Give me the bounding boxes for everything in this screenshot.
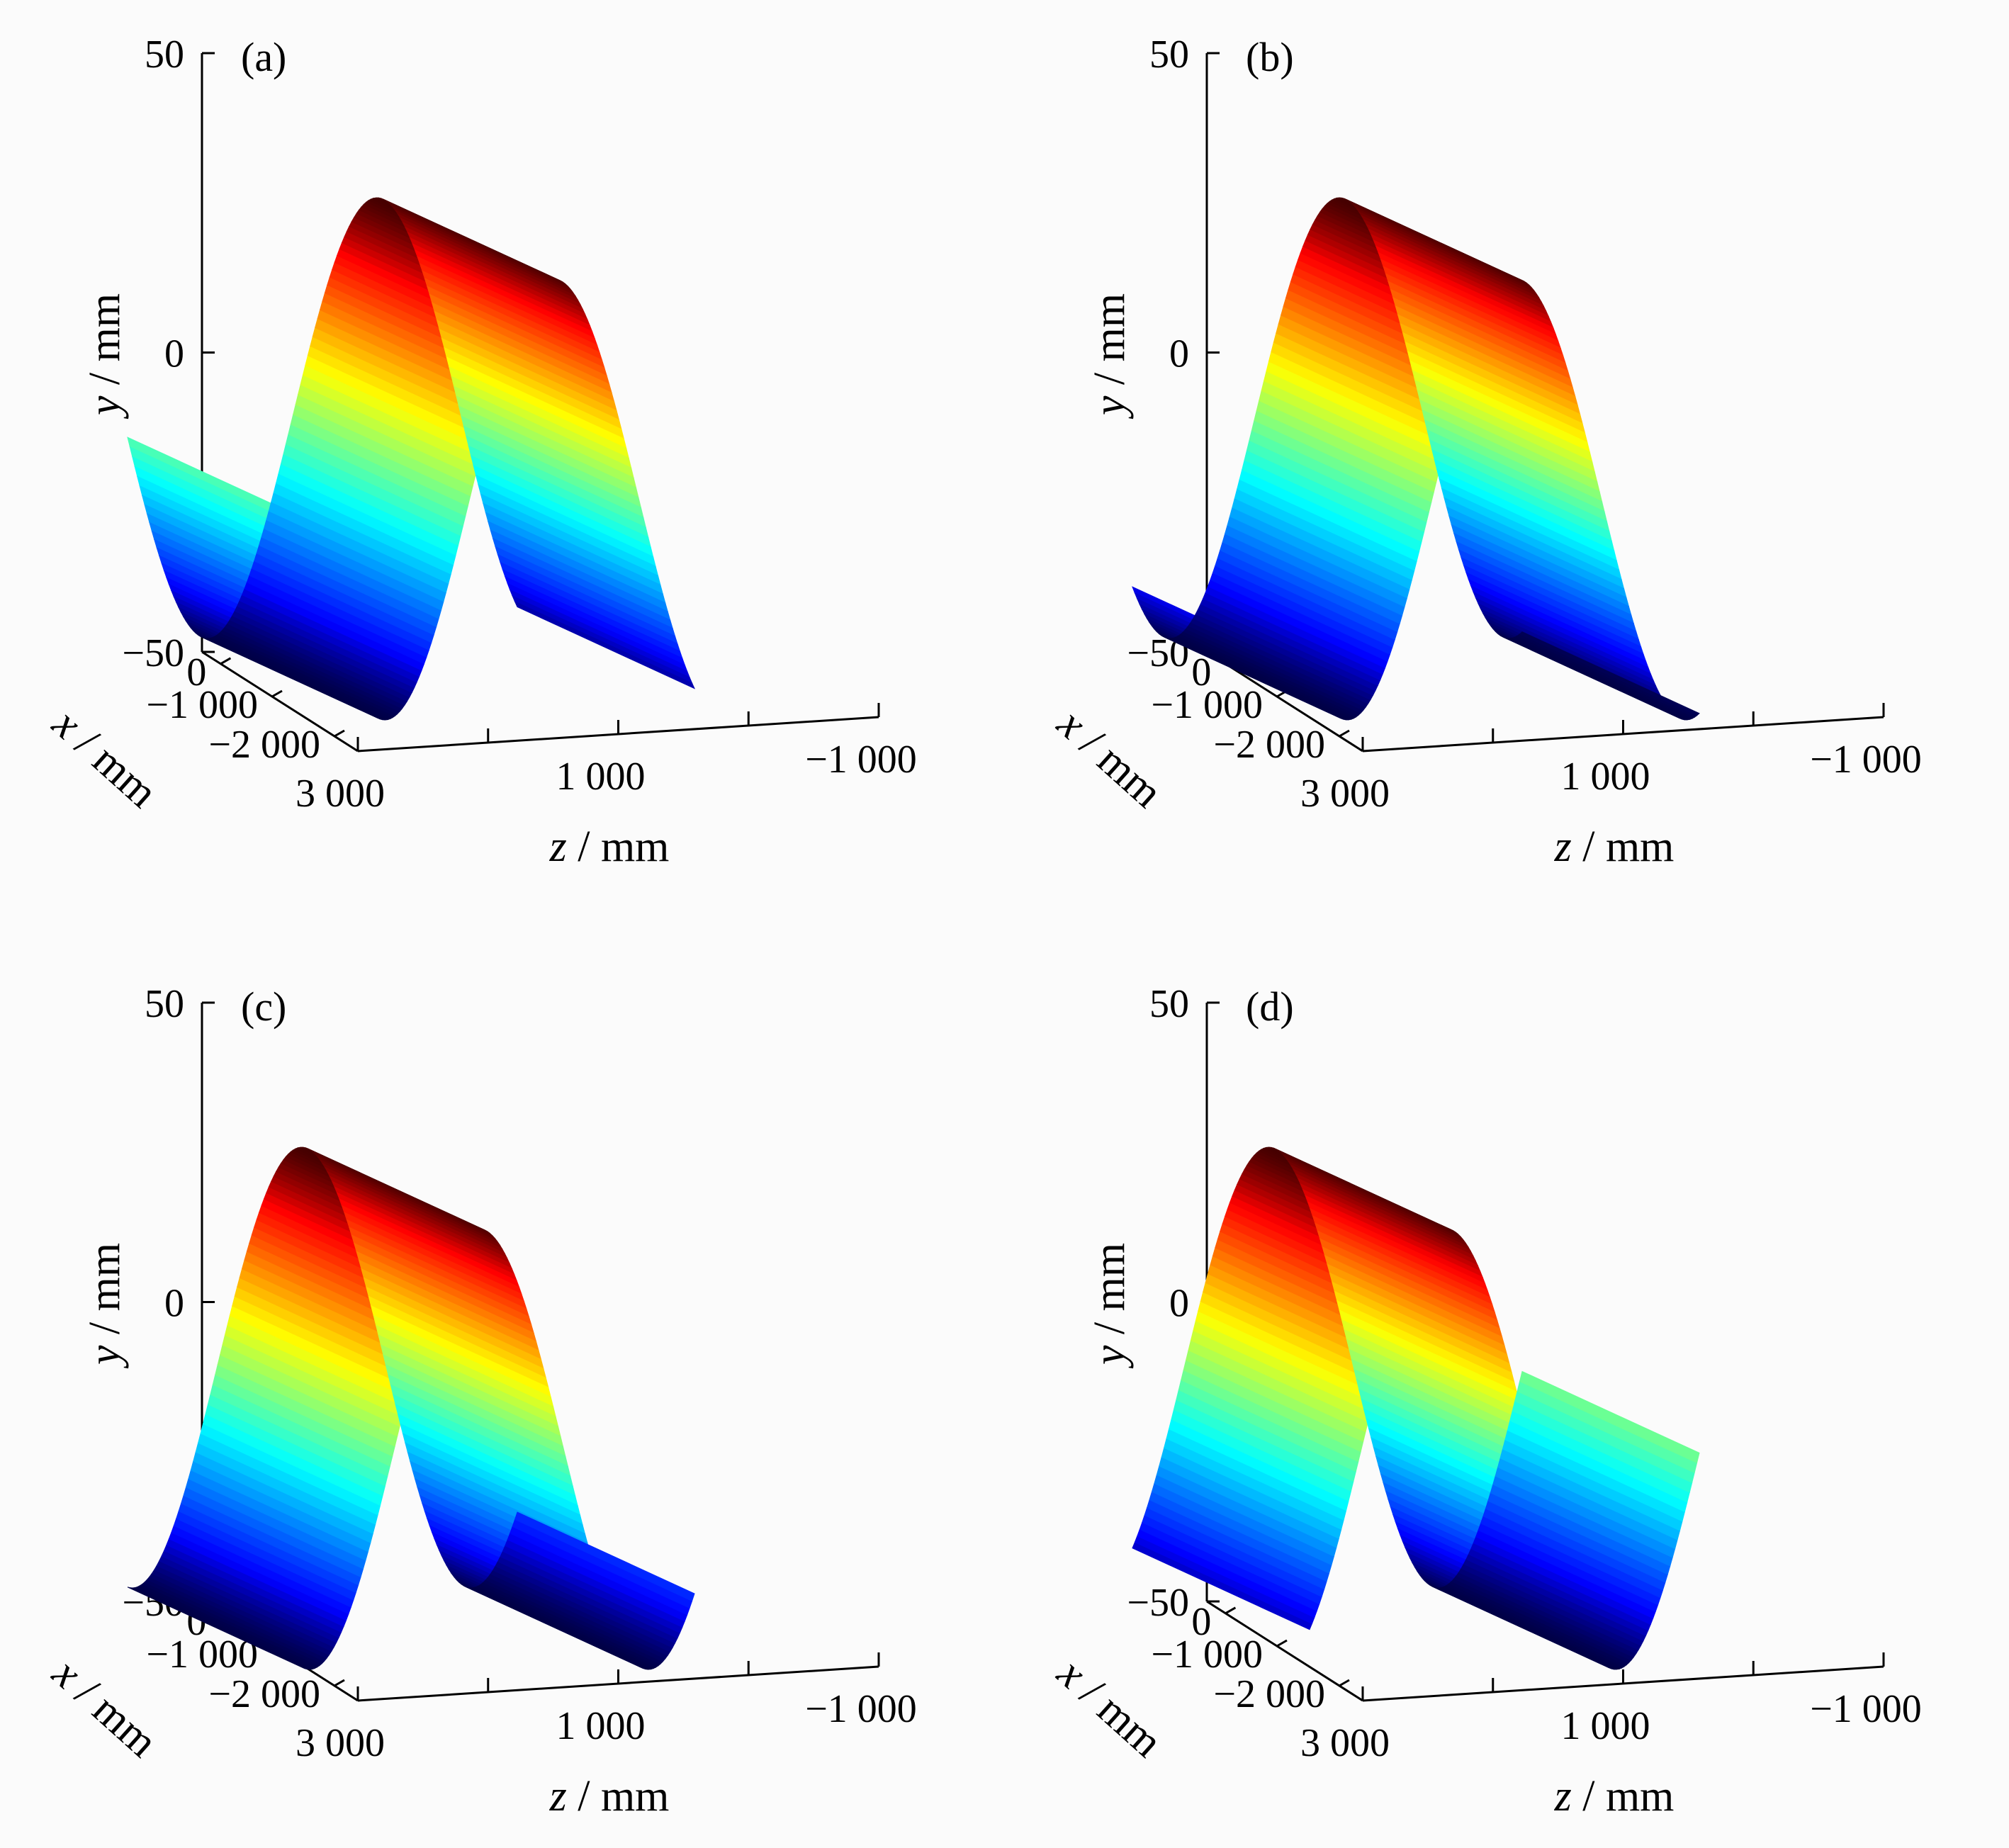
z-tick-label: −1 000 bbox=[1810, 738, 1922, 782]
y-axis-label-unit: / mm bbox=[81, 293, 129, 396]
x-tick-label: −2 000 bbox=[1213, 1672, 1325, 1716]
z-axis-label-unit: / mm bbox=[567, 823, 670, 871]
y-axis-label-var: y bbox=[81, 395, 129, 419]
z-axis-label-unit: / mm bbox=[1572, 1772, 1675, 1820]
z-tick-label: 3 000 bbox=[1300, 772, 1390, 816]
panel-label: (d) bbox=[1246, 984, 1294, 1030]
x-tick bbox=[334, 729, 345, 738]
x-tick-label: −1 000 bbox=[146, 1633, 258, 1677]
x-tick bbox=[271, 689, 283, 698]
y-axis-label-unit: / mm bbox=[1086, 1243, 1134, 1346]
z-tick-label: 1 000 bbox=[556, 755, 646, 799]
surface bbox=[1132, 1146, 1700, 1670]
y-axis-label-var: y bbox=[1086, 1345, 1134, 1369]
z-axis-label-var: z bbox=[549, 823, 567, 871]
y-axis-label-unit: / mm bbox=[1086, 293, 1134, 396]
y-axis-label: y / mm bbox=[1086, 293, 1134, 419]
y-tick-label: 50 bbox=[1149, 982, 1189, 1026]
y-tick-label: 0 bbox=[164, 1282, 184, 1326]
z-tick-label: 1 000 bbox=[1561, 755, 1650, 799]
z-tick-label: 3 000 bbox=[296, 1721, 385, 1765]
x-tick bbox=[1339, 1679, 1350, 1687]
y-tick-label: 0 bbox=[1169, 1282, 1189, 1326]
z-axis-label-var: z bbox=[1554, 1772, 1572, 1820]
z-tick-label: 3 000 bbox=[296, 772, 385, 816]
y-tick-label: 50 bbox=[145, 33, 184, 77]
y-axis-label-var: y bbox=[81, 1345, 129, 1369]
z-axis-label-var: z bbox=[549, 1772, 567, 1820]
y-axis-label: y / mm bbox=[81, 1243, 129, 1369]
surface-strip bbox=[1519, 1370, 1700, 1464]
x-axis-line bbox=[1206, 1600, 1363, 1702]
z-axis-label: z / mm bbox=[549, 823, 670, 871]
y-axis-label: y / mm bbox=[81, 293, 129, 419]
surface bbox=[127, 1146, 695, 1670]
z-tick-label: −1 000 bbox=[805, 1687, 917, 1731]
z-axis-label-var: z bbox=[1554, 823, 1572, 871]
panel-label: (a) bbox=[241, 34, 286, 80]
x-tick bbox=[1339, 729, 1350, 738]
surface-strip bbox=[1519, 631, 1700, 716]
x-axis-line bbox=[201, 650, 359, 753]
x-tick-label: −1 000 bbox=[1151, 1633, 1263, 1677]
x-tick bbox=[220, 657, 232, 665]
z-axis-label: z / mm bbox=[1554, 1772, 1675, 1820]
y-tick-label: 50 bbox=[145, 982, 184, 1026]
y-tick-label: 0 bbox=[1169, 332, 1189, 376]
x-tick-label: −1 000 bbox=[1151, 683, 1263, 727]
x-tick bbox=[334, 1679, 345, 1687]
surface bbox=[1132, 197, 1700, 721]
x-tick-label: −2 000 bbox=[208, 723, 320, 767]
z-tick-label: 3 000 bbox=[1300, 1721, 1390, 1765]
x-tick bbox=[1276, 1639, 1288, 1647]
x-tick-label: 0 bbox=[1191, 1600, 1211, 1644]
z-tick-label: 1 000 bbox=[556, 1704, 646, 1748]
x-tick bbox=[1225, 1606, 1237, 1615]
z-axis-label-unit: / mm bbox=[1572, 823, 1675, 871]
z-tick-label: −1 000 bbox=[805, 738, 917, 782]
surface-strip bbox=[514, 1511, 695, 1602]
y-tick-label: −50 bbox=[122, 631, 184, 675]
x-tick-label: −2 000 bbox=[1213, 723, 1325, 767]
panel-label: (c) bbox=[241, 984, 286, 1030]
y-tick-label: −50 bbox=[1127, 1581, 1189, 1625]
surface bbox=[127, 197, 696, 721]
x-tick-label: −1 000 bbox=[146, 683, 258, 727]
surface-strip bbox=[514, 601, 696, 689]
z-tick-label: 1 000 bbox=[1561, 1704, 1650, 1748]
y-axis-label: y / mm bbox=[1086, 1243, 1134, 1369]
z-axis-label: z / mm bbox=[1554, 823, 1675, 871]
z-axis-label-unit: / mm bbox=[567, 1772, 670, 1820]
panel-label: (b) bbox=[1246, 34, 1294, 80]
y-axis-label-var: y bbox=[1086, 395, 1134, 419]
z-tick-label: −1 000 bbox=[1810, 1687, 1922, 1731]
y-axis-label-unit: / mm bbox=[81, 1243, 129, 1346]
x-tick-label: 0 bbox=[186, 650, 206, 694]
z-axis-label: z / mm bbox=[549, 1772, 670, 1820]
y-tick-label: 0 bbox=[164, 332, 184, 376]
y-tick-label: 50 bbox=[1149, 33, 1189, 77]
x-tick-label: −2 000 bbox=[208, 1672, 320, 1716]
